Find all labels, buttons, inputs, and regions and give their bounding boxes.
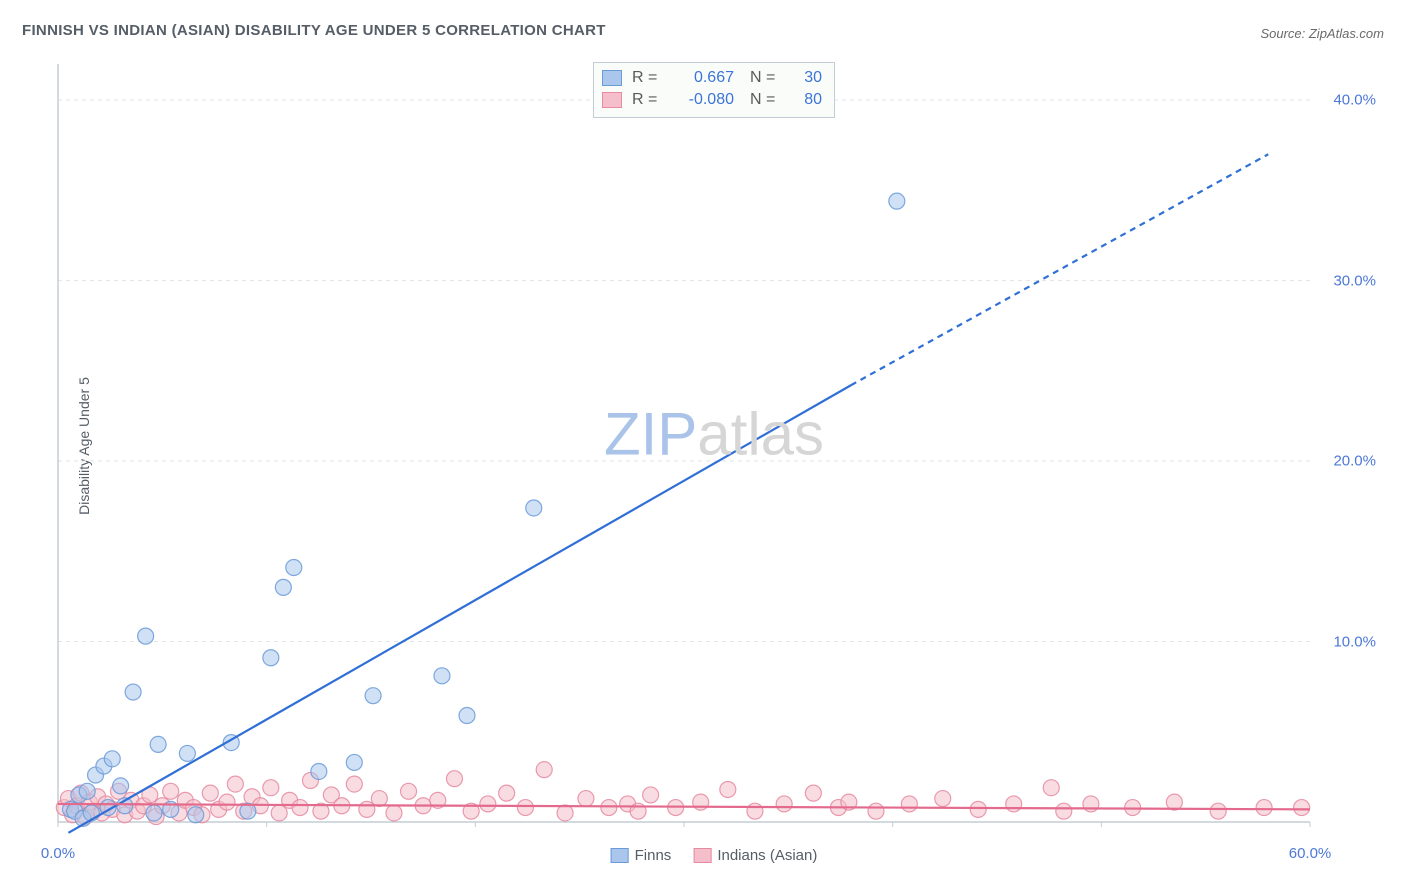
swatch-finns xyxy=(602,70,622,86)
source-prefix: Source: xyxy=(1260,26,1308,41)
source-name: ZipAtlas.com xyxy=(1309,26,1384,41)
n-value-finns: 30 xyxy=(794,69,822,87)
swatch-finns-icon xyxy=(611,848,629,863)
n-value-indians: 80 xyxy=(794,91,822,109)
r-label: R = xyxy=(632,91,662,109)
source-attribution: Source: ZipAtlas.com xyxy=(1260,26,1384,41)
y-tick-label: 30.0% xyxy=(1333,272,1376,289)
legend-row-finns: R = 0.667 N = 30 xyxy=(602,67,822,89)
y-tick-label: 20.0% xyxy=(1333,453,1376,470)
n-label: N = xyxy=(750,91,784,109)
legend-label-finns: Finns xyxy=(635,847,672,864)
correlation-legend: R = 0.667 N = 30 R = -0.080 N = 80 xyxy=(593,62,835,118)
legend-row-indians: R = -0.080 N = 80 xyxy=(602,89,822,111)
r-label: R = xyxy=(632,69,662,87)
legend-item-indians: Indians (Asian) xyxy=(693,847,817,864)
r-value-finns: 0.667 xyxy=(672,69,734,87)
n-label: N = xyxy=(750,69,784,87)
legend-label-indians: Indians (Asian) xyxy=(717,847,817,864)
chart-title: FINNISH VS INDIAN (ASIAN) DISABILITY AGE… xyxy=(22,22,606,39)
series-legend: Finns Indians (Asian) xyxy=(611,847,818,864)
x-tick-label: 0.0% xyxy=(41,845,75,862)
legend-item-finns: Finns xyxy=(611,847,672,864)
swatch-indians-icon xyxy=(693,848,711,863)
y-tick-label: 40.0% xyxy=(1333,92,1376,109)
swatch-indians xyxy=(602,92,622,108)
chart-area: ZIPatlas R = 0.667 N = 30 R = -0.080 N =… xyxy=(54,60,1374,840)
y-tick-label: 10.0% xyxy=(1333,633,1376,650)
x-tick-label: 60.0% xyxy=(1289,845,1332,862)
scatter-plot-svg xyxy=(54,60,1374,840)
r-value-indians: -0.080 xyxy=(672,91,734,109)
